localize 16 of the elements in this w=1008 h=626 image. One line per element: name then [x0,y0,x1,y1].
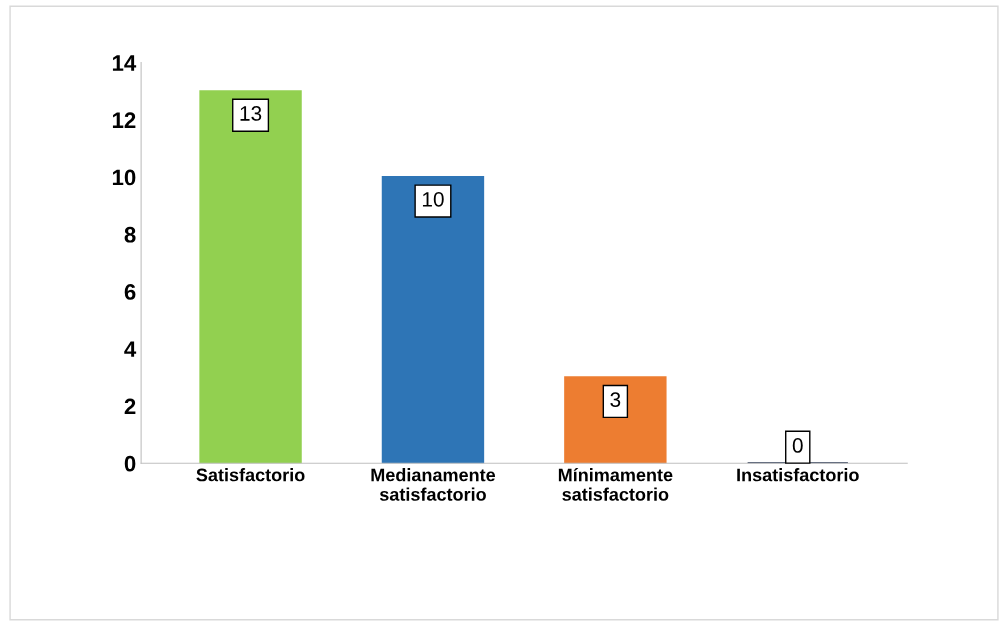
x-tick-label: Satisfactorio [196,468,305,482]
x-tick-label: Mínimamente satisfactorio [558,467,673,501]
data-label: 10 [422,191,444,207]
y-tick-label: 8 [124,226,136,243]
y-tick-label: 0 [124,455,136,472]
x-tick-label: Medianamente satisfactorio [371,468,496,501]
y-tick-label: 2 [124,398,136,415]
data-label: 13 [240,106,262,121]
data-label: 0 [792,438,803,453]
y-tick-label: 14 [112,55,137,71]
y-tick-label: 12 [112,112,136,128]
y-tick-label: 4 [124,341,137,357]
x-tick-label: Insatisfactorio [737,468,859,482]
y-tick-label: 6 [124,284,136,300]
y-tick-label: 10 [112,169,136,186]
data-label: 3 [610,392,621,408]
